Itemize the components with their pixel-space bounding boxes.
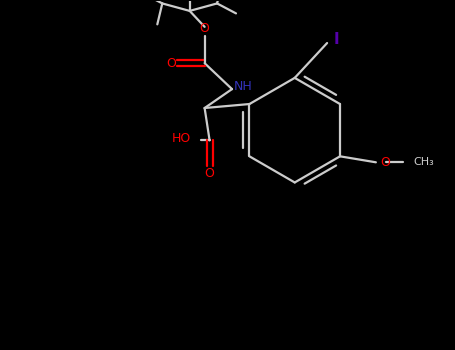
Text: NH: NH: [233, 80, 253, 93]
Text: O: O: [380, 156, 390, 169]
Text: O: O: [200, 22, 210, 35]
Text: O: O: [205, 167, 215, 180]
Text: I: I: [333, 32, 339, 47]
Text: HO: HO: [172, 132, 191, 145]
Text: CH₃: CH₃: [413, 157, 434, 167]
Text: O: O: [167, 57, 176, 70]
